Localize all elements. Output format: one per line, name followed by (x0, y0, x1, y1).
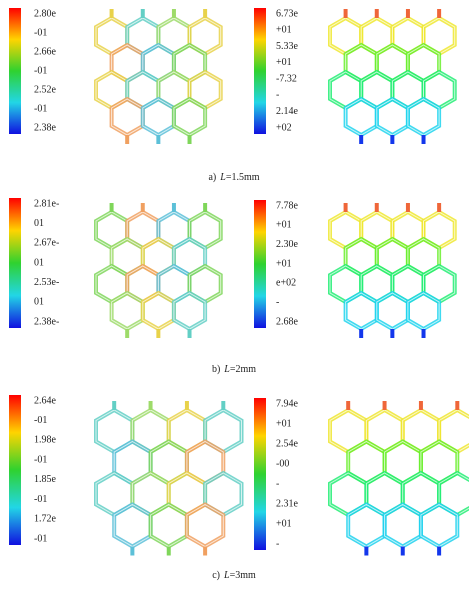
hex-cell (148, 502, 189, 549)
colorbar-label: -01 (34, 65, 47, 76)
colorbar-label: 2.80e (34, 8, 57, 19)
colorbar (9, 395, 21, 545)
hex-cell (109, 290, 145, 332)
colorbar-label: -01 (34, 27, 47, 38)
panel: 2.81e- 01 2.67e- 01 2.53e- 01 2.38e- 7.78e +01 2.… (9, 198, 457, 375)
colorbar-label: 2.66e (34, 46, 57, 57)
caption-value: =2mm (230, 364, 256, 375)
colorbar-label: 1.98e (34, 435, 57, 446)
hex-cell (405, 290, 442, 332)
colorbar-label: 2.53e- (34, 277, 59, 288)
colorbar-label: 2.31e (276, 498, 299, 509)
caption-label: b) (212, 364, 220, 375)
colorbar-label: 01 (34, 297, 44, 308)
colorbar-label: +01 (276, 518, 292, 529)
hex-cell (171, 96, 208, 138)
caption-variable: L (223, 570, 230, 581)
panel: 2.64e -01 1.98e -01 1.85e -01 1.72e -01 7.94e +01… (9, 395, 469, 581)
colorbar-label: +01 (276, 258, 292, 269)
colorbar-label: -01 (34, 494, 47, 505)
caption-label: a) (208, 172, 216, 183)
colorbar-label: - (276, 538, 279, 549)
colorbar (9, 8, 21, 134)
colorbar-label: 7.78e (276, 200, 299, 211)
colorbar-label: -01 (34, 533, 47, 544)
colorbar-label: -00 (276, 458, 289, 469)
hex-cell (343, 290, 379, 332)
colorbar-label: +01 (276, 220, 292, 231)
colorbar-label: 01 (34, 218, 44, 229)
colorbar-label: +01 (276, 57, 292, 68)
caption: b) L=2mm (212, 364, 256, 375)
colorbar-label: +02 (276, 122, 292, 133)
caption: a) L=1.5mm (208, 172, 259, 183)
colorbar-label: 2.64e (34, 395, 57, 406)
panel: 2.80e -01 2.66e -01 2.52e -01 2.38e 6.73e +01 5.3… (9, 8, 457, 183)
hex-cell (112, 502, 153, 549)
colorbar-label: - (276, 478, 279, 489)
colorbar-label: 2.38e (34, 122, 57, 133)
colorbar-label: 2.38e- (34, 316, 59, 327)
caption-value: =1.5mm (226, 172, 260, 183)
colorbar-label: 2.14e (276, 106, 299, 117)
colorbar-label: 2.30e (276, 239, 299, 250)
colorbar-label: -7.32 (276, 73, 297, 84)
hex-cell (140, 96, 176, 138)
colorbar-label: 01 (34, 257, 44, 268)
colorbar-label: 6.73e (276, 8, 299, 19)
colorbar-label: - (276, 90, 279, 101)
colorbar-label: -01 (34, 103, 47, 114)
colorbar (254, 200, 266, 328)
hex-cell (140, 290, 176, 332)
caption-label: c) (212, 570, 220, 581)
colorbar-label: 2.67e- (34, 238, 59, 249)
colorbar (254, 398, 266, 550)
colorbar-label: 2.68e (276, 316, 299, 327)
hex-cell (346, 502, 387, 549)
colorbar-label: 1.72e (34, 514, 57, 525)
colorbar-label: -01 (34, 415, 47, 426)
hex-cell (374, 290, 410, 332)
colorbar-label: 2.81e- (34, 198, 59, 209)
caption-variable: L (223, 364, 230, 375)
caption-variable: L (219, 172, 226, 183)
colorbar-label: +01 (276, 418, 292, 429)
colorbar (9, 198, 21, 328)
colorbar-label: 2.52e (34, 84, 57, 95)
hex-cell (184, 502, 226, 549)
colorbar-label: +01 (276, 25, 292, 36)
hex-cell (171, 290, 208, 332)
hex-cell (374, 96, 410, 138)
hex-cell (382, 502, 423, 549)
colorbar-label: -01 (34, 454, 47, 465)
colorbar-label: e+02 (276, 278, 296, 289)
colorbar-label: 5.33e (276, 41, 299, 52)
colorbar (254, 8, 266, 134)
hex-cell (343, 96, 379, 138)
colorbar-label: - (276, 297, 279, 308)
caption: c) L=3mm (212, 570, 256, 581)
hex-cell (109, 96, 145, 138)
colorbar-label: 1.85e (34, 474, 57, 485)
hex-cell (405, 96, 442, 138)
colorbar-label: 2.54e (276, 438, 299, 449)
hex-cell (418, 502, 460, 549)
colorbar-label: 7.94e (276, 398, 299, 409)
caption-value: =3mm (230, 570, 256, 581)
